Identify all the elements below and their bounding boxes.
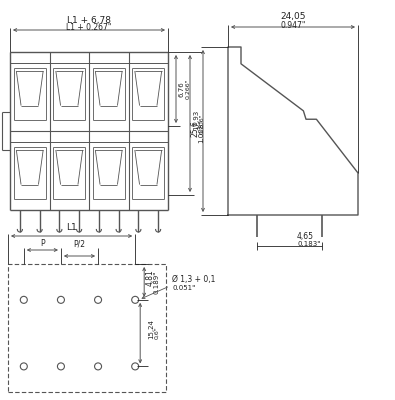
Text: 24,05: 24,05 <box>280 12 306 22</box>
Text: 0.051": 0.051" <box>172 285 196 291</box>
Text: 4,81: 4,81 <box>146 270 155 286</box>
Text: Ø 1,3 + 0,1: Ø 1,3 + 0,1 <box>172 275 216 284</box>
Text: 4,65: 4,65 <box>297 232 314 240</box>
Text: 25,6: 25,6 <box>190 120 199 138</box>
Text: 0.189": 0.189" <box>153 270 159 294</box>
Text: 17,93: 17,93 <box>193 109 199 130</box>
Text: L1 + 0.267": L1 + 0.267" <box>66 24 112 32</box>
Text: 6.76: 6.76 <box>179 81 185 97</box>
Text: 1.008": 1.008" <box>198 119 204 143</box>
Text: 0.266": 0.266" <box>186 79 190 99</box>
Text: 15,24: 15,24 <box>148 319 154 339</box>
Text: 0.183": 0.183" <box>297 241 320 247</box>
Text: 0.706": 0.706" <box>199 113 205 134</box>
Text: P: P <box>40 240 45 248</box>
Text: 0.947": 0.947" <box>280 20 306 30</box>
Text: 0,6": 0,6" <box>154 327 159 340</box>
Text: L1: L1 <box>66 224 77 232</box>
Text: L1 + 6,78: L1 + 6,78 <box>67 16 111 24</box>
Text: P/2: P/2 <box>73 240 85 248</box>
